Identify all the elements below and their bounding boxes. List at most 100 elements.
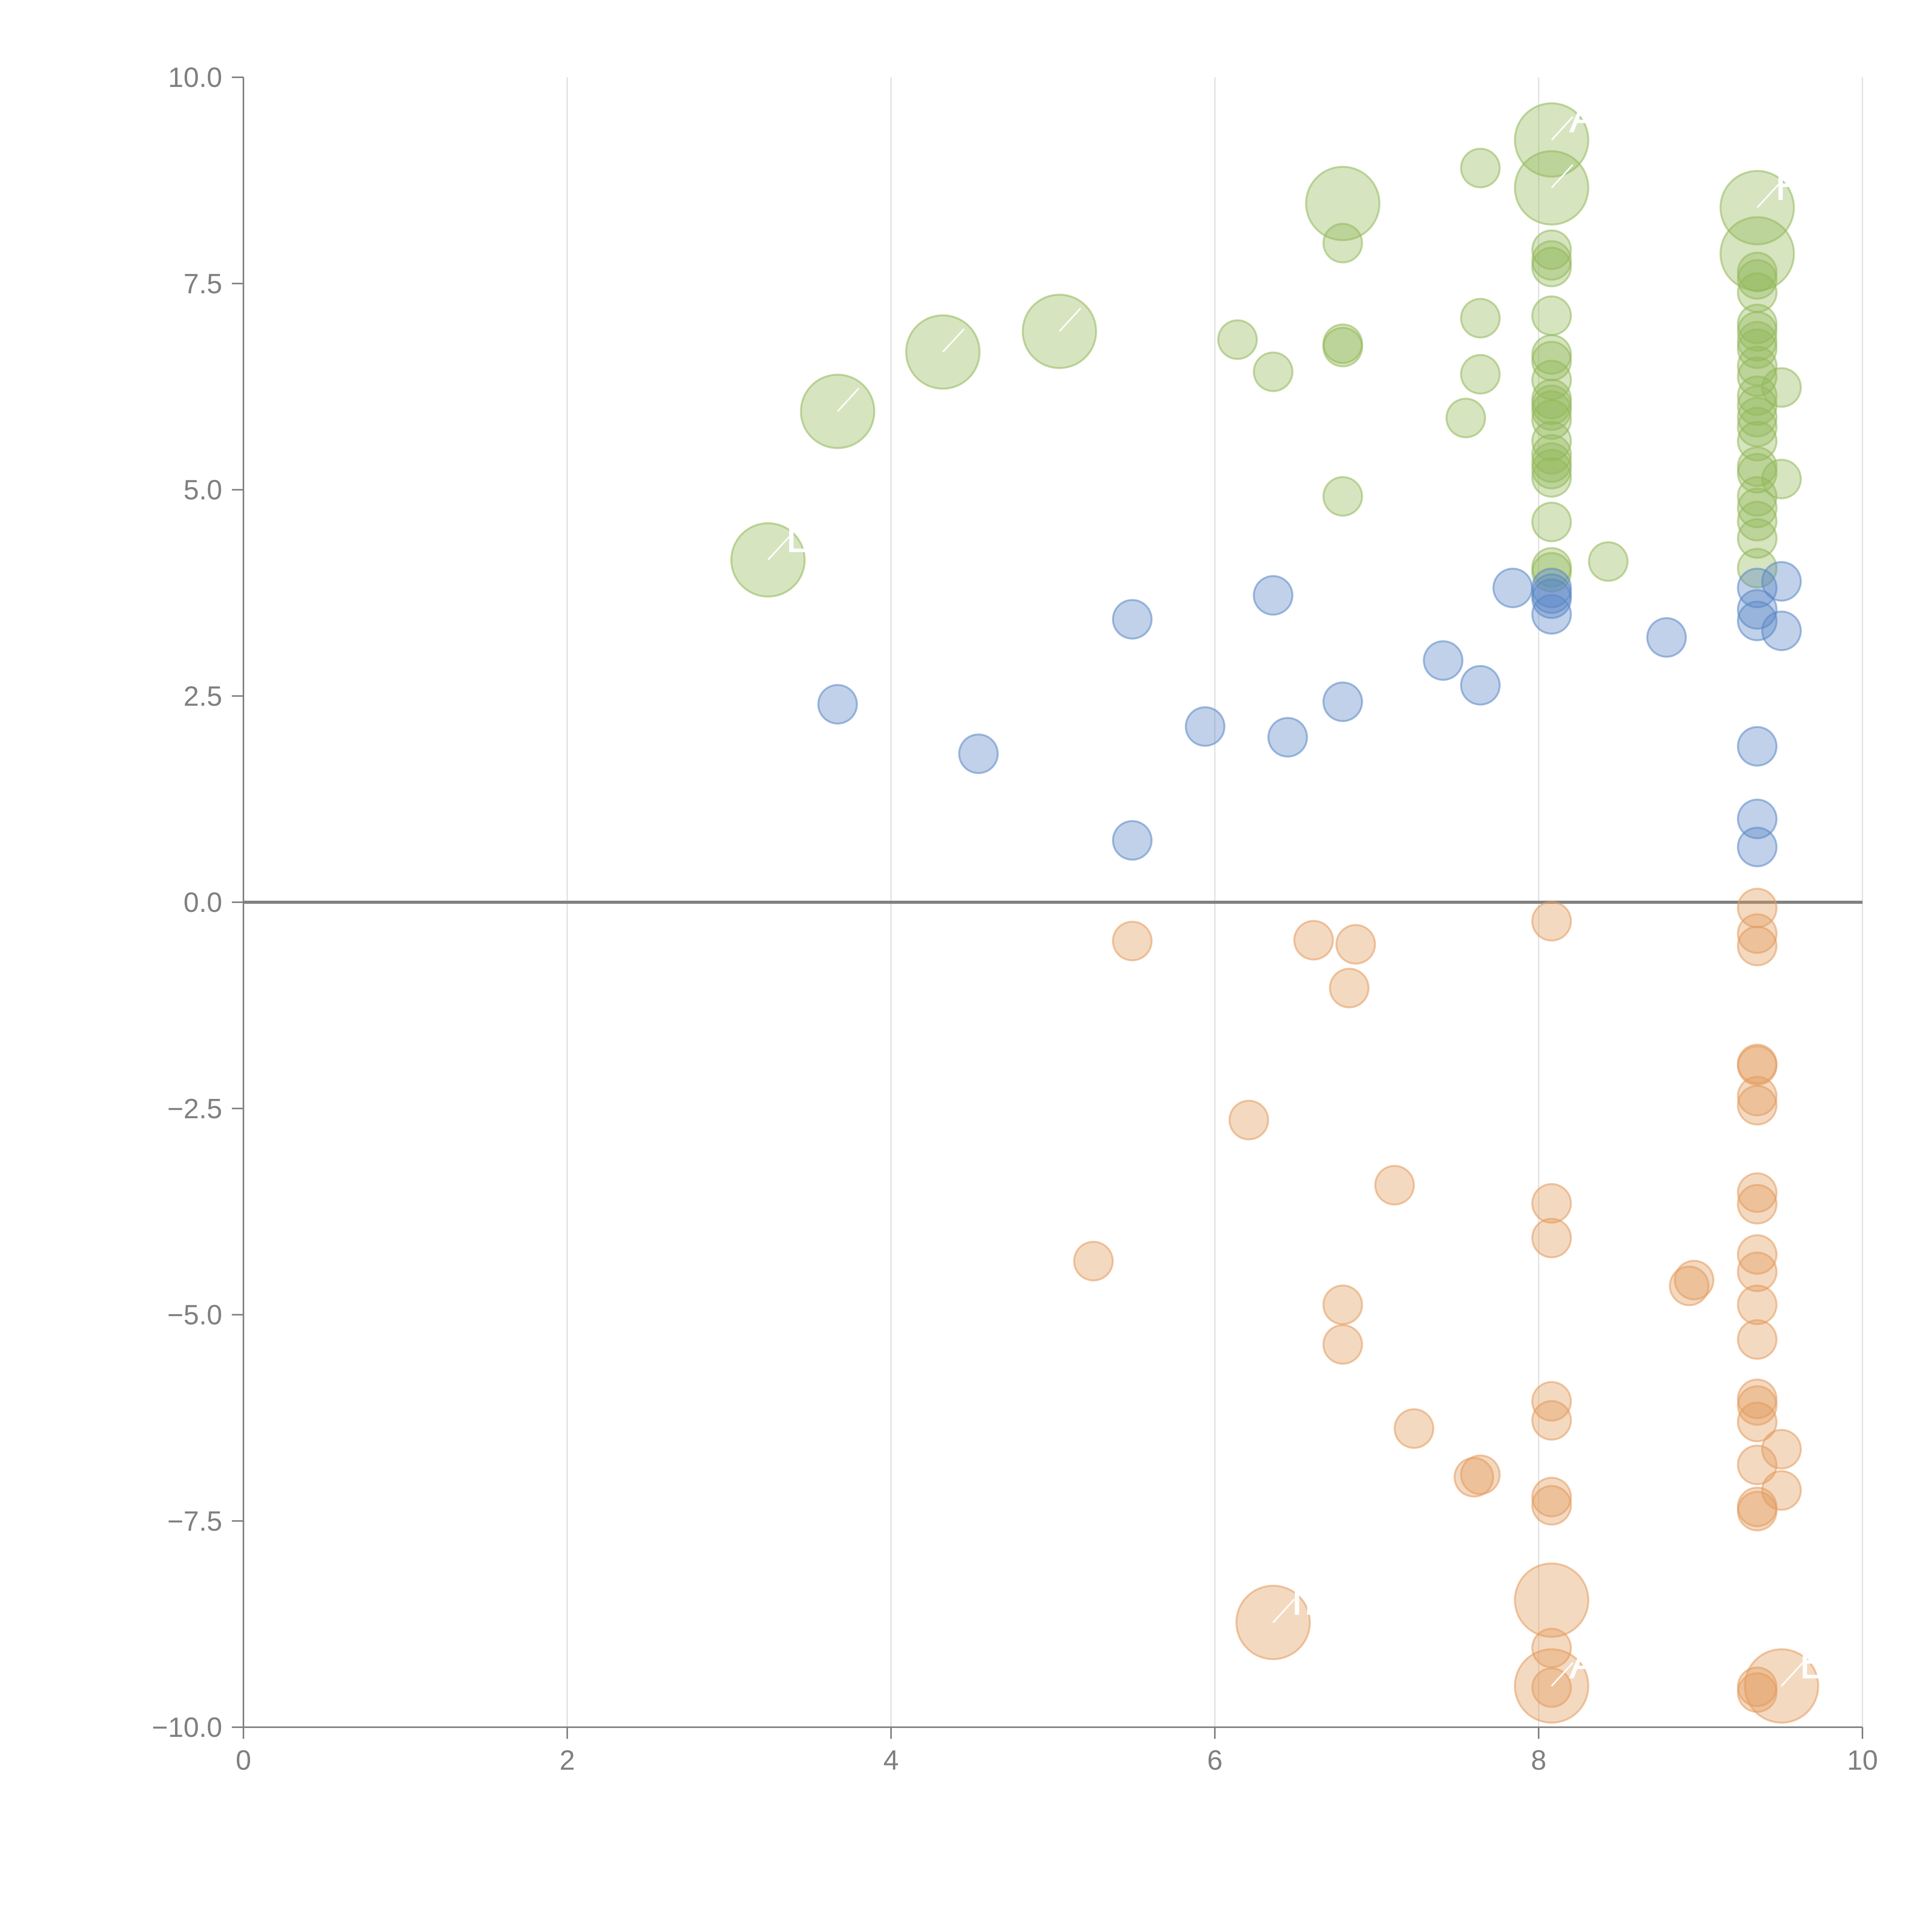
green-point [1531,449,1572,490]
leader-line [1272,1599,1295,1623]
orange-point [1761,1470,1802,1511]
leader-line [942,328,965,353]
green-point [1737,476,1778,517]
leader-line [1757,184,1779,208]
blue-point [1737,827,1778,867]
green-point [1531,229,1572,270]
orange-point [1322,1324,1363,1365]
blue-point [1112,820,1153,861]
orange-point [1737,913,1778,954]
green-point [1737,259,1778,300]
green-point [1531,421,1572,462]
orange-point [1737,1076,1778,1117]
y-tick-label: 2.5 [184,681,222,712]
orange-point [1669,1265,1710,1306]
orange-point [1531,1400,1572,1441]
blue-point [1761,561,1802,602]
x-tick-label: 8 [1531,1745,1546,1776]
blue-point [1531,578,1572,619]
x-tick-label: 4 [883,1745,899,1776]
x-tick-label: 10 [1847,1745,1878,1776]
blue-point [1492,568,1533,609]
point-label: IN [1291,1573,1337,1625]
green-point [1737,311,1778,352]
y-tick-label: −2.5 [167,1094,222,1124]
point-label: E [1799,1636,1830,1688]
blue-point [1322,681,1363,722]
label-layer: L A FX IN AC E [767,90,1834,1688]
leader-line [1551,116,1573,141]
y-tick-label: 0.0 [184,887,222,918]
orange-point [1737,1172,1778,1213]
green-point [1322,223,1363,264]
y-tick-label: −10.0 [152,1712,222,1743]
green-point [1531,399,1572,440]
green-point [1761,367,1802,408]
orange-point [1322,1284,1363,1325]
orange-point [1393,1408,1434,1449]
blue-point [1460,665,1501,706]
green-point [1531,457,1572,498]
green-point [1217,319,1258,360]
orange-point [1737,1284,1778,1325]
blue-point [1253,575,1294,616]
y-tick-label: −7.5 [167,1506,222,1537]
orange-point [1531,1476,1572,1517]
orange-point [1514,1562,1590,1638]
green-point [1761,459,1802,500]
green-point [1460,148,1501,189]
green-point [1737,328,1778,369]
blue-point [1737,726,1778,767]
orange-point [1737,1319,1778,1360]
y-tick-label: 5.0 [184,475,222,506]
orange-point [1293,920,1334,961]
green-point [1737,487,1778,528]
leader-line [767,536,790,561]
orange-point [1737,1385,1778,1426]
blue-point [1646,617,1687,658]
point-label: L [786,510,811,562]
green-point [1531,502,1572,543]
orange-point [1761,1429,1802,1470]
orange-point [1228,1100,1269,1141]
orange-point [1737,1491,1778,1532]
blue-point [958,733,999,774]
green-point [1322,476,1363,517]
orange-point [1737,1251,1778,1292]
orange-point [1329,968,1370,1009]
blue-point [1737,798,1778,839]
leader-line [837,388,860,412]
orange-point [1374,1165,1415,1206]
orange-point [1531,1667,1572,1708]
orange-point [1460,1454,1501,1495]
x-tick-label: 6 [1207,1745,1223,1776]
blue-point [1423,640,1464,681]
axis-layer: 0 2 4 6 8 10 10.0 7.5 5.0 2.5 0.0 −2.5 −5.0 −7.5 −10.0 [152,62,1878,1776]
orange-point [1531,1183,1572,1224]
blue-point [1737,568,1778,609]
blue-point [1267,717,1308,758]
x-tick-label: 2 [560,1745,575,1776]
orange-point [1531,901,1572,942]
orange-point [1531,1485,1572,1526]
leader-line [1781,1662,1803,1687]
orange-point [1673,1260,1714,1301]
green-point [1737,518,1778,559]
green-point [1253,351,1294,392]
green-point [1531,434,1572,475]
orange-point [1073,1241,1114,1282]
green-point [1737,375,1778,416]
green-point [1737,501,1778,542]
orange-point [1112,920,1153,961]
point-label: AC [1569,1636,1634,1688]
green-point [1737,397,1778,438]
green-point [1531,390,1572,431]
blue-point [1737,600,1778,641]
point-label: FX [1775,158,1834,210]
blue-point [1112,599,1153,640]
y-tick-label: 7.5 [184,269,222,299]
x-tick-label: 0 [236,1745,251,1776]
orange-point [1737,1085,1778,1126]
